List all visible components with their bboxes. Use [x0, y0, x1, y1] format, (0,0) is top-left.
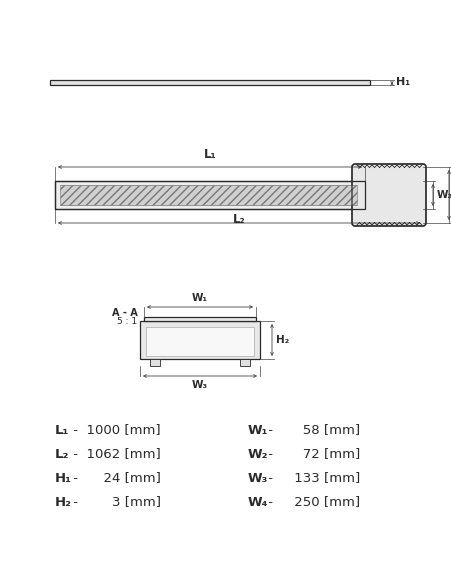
Text: W₂: W₂	[248, 447, 268, 461]
Bar	[354, 181, 364, 209]
Text: A - A: A - A	[112, 308, 138, 318]
Text: L₁: L₁	[55, 423, 69, 436]
Text: W₁: W₁	[248, 423, 268, 436]
Text: H₂: H₂	[276, 335, 289, 345]
Bar	[60, 185, 356, 205]
Text: W₁: W₁	[192, 293, 207, 303]
Text: -       72 [mm]: - 72 [mm]	[263, 447, 359, 461]
Bar	[50, 79, 369, 85]
Text: -       58 [mm]: - 58 [mm]	[263, 423, 359, 436]
Text: 5 : 1: 5 : 1	[117, 317, 137, 325]
Text: W₃: W₃	[248, 471, 268, 485]
Text: L₂: L₂	[232, 213, 245, 226]
Bar	[55, 181, 364, 209]
Text: L₂: L₂	[55, 447, 69, 461]
Text: H₁: H₁	[55, 471, 72, 485]
Text: W₂: W₂	[436, 190, 451, 200]
Text: -     133 [mm]: - 133 [mm]	[263, 471, 359, 485]
Bar	[144, 317, 255, 321]
Text: H₁: H₁	[395, 77, 409, 87]
Text: -      24 [mm]: - 24 [mm]	[69, 471, 161, 485]
Bar	[146, 327, 253, 356]
Bar	[140, 321, 259, 359]
Text: -  1062 [mm]: - 1062 [mm]	[69, 447, 161, 461]
Text: H₂: H₂	[55, 495, 72, 509]
FancyBboxPatch shape	[351, 164, 425, 226]
Text: -  1000 [mm]: - 1000 [mm]	[69, 423, 160, 436]
Text: L₁: L₁	[203, 148, 216, 161]
Bar	[150, 359, 160, 366]
Bar	[239, 359, 249, 366]
Text: -        3 [mm]: - 3 [mm]	[69, 495, 161, 509]
Text: W₃: W₃	[192, 380, 207, 390]
Text: -     250 [mm]: - 250 [mm]	[263, 495, 359, 509]
Bar	[55, 181, 364, 209]
Text: W₄: W₄	[248, 495, 268, 509]
